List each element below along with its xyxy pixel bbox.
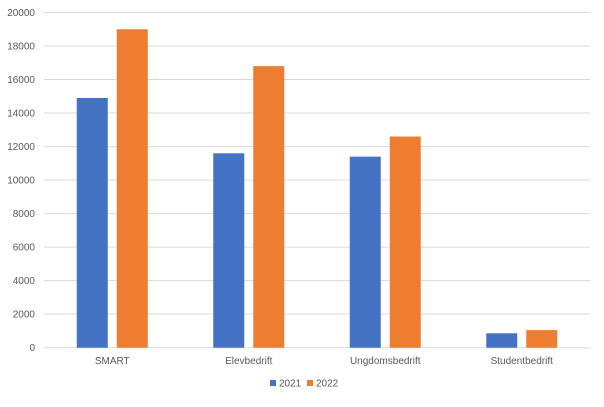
- bar-studentbedrift-2022: [526, 330, 558, 348]
- x-tick-label: SMART: [95, 356, 130, 367]
- legend: 2021 2022: [270, 379, 339, 390]
- bar-ungdomsbedrift-2021: [349, 156, 381, 348]
- x-tick-label: Ungdomsbedrift: [350, 356, 421, 367]
- bar-elevbedrift-2022: [253, 66, 285, 348]
- y-axis-ticks: 0 2000 4000 6000 8000 10000 12000 14000 16000 180…: [7, 8, 35, 354]
- bars: [76, 29, 558, 348]
- y-tick-label: 12000: [7, 142, 35, 153]
- y-tick-label: 4000: [13, 276, 36, 287]
- x-axis-ticks: SMART Elevbedrift Ungdomsbedrift Studentbed…: [95, 356, 553, 367]
- bar-smart-2021: [76, 97, 108, 348]
- bar-ungdomsbedrift-2022: [389, 136, 421, 348]
- legend-swatch-2022: [307, 380, 313, 386]
- x-tick-label: Studentbedrift: [491, 356, 553, 367]
- y-tick-label: 8000: [13, 209, 36, 220]
- y-tick-label: 2000: [13, 310, 36, 321]
- y-tick-label: 0: [29, 343, 35, 354]
- legend-swatch-2021: [270, 380, 276, 386]
- y-tick-label: 14000: [7, 109, 35, 120]
- legend-label: 2021: [279, 379, 302, 390]
- bar-smart-2022: [116, 29, 148, 348]
- bar-elevbedrift-2021: [213, 153, 245, 348]
- y-tick-label: 20000: [7, 8, 35, 19]
- y-tick-label: 18000: [7, 42, 35, 53]
- bar-studentbedrift-2021: [486, 333, 518, 348]
- x-tick-label: Elevbedrift: [225, 356, 272, 367]
- y-tick-label: 6000: [13, 243, 36, 254]
- y-tick-label: 10000: [7, 176, 35, 187]
- y-tick-label: 16000: [7, 75, 35, 86]
- legend-label: 2022: [316, 379, 339, 390]
